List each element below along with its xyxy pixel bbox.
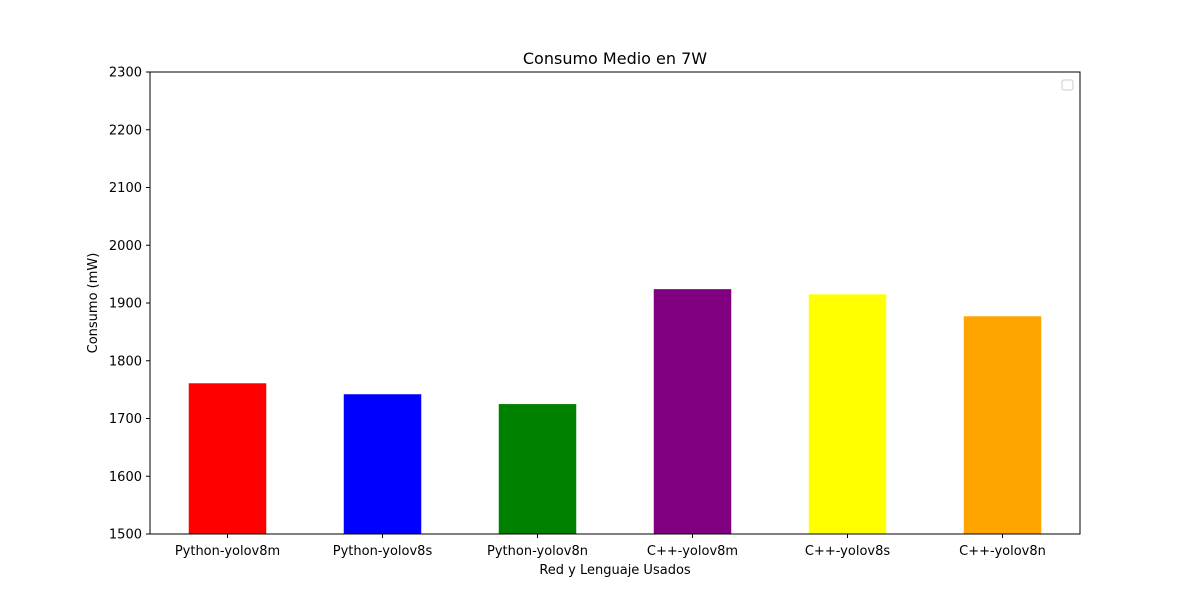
y-axis-ticks: 1500 1600 1700 1800 1900 2000 2100 2200 2300 <box>109 66 150 543</box>
x-axis-ticks: Python-yolov8m Python-yolov8s Python-yolov… <box>175 534 1046 559</box>
legend-box <box>1061 79 1074 91</box>
y-tick-label: 2200 <box>109 123 142 138</box>
y-tick-label: 2300 <box>109 66 142 81</box>
x-tick-label: C++-yolov8s <box>805 544 891 559</box>
x-tick-label: Python-yolov8n <box>487 544 588 559</box>
y-tick-label: 2100 <box>109 181 142 196</box>
y-tick-label: 1700 <box>109 412 142 427</box>
plot-area-frame <box>149 71 1081 535</box>
y-tick-label: 2000 <box>109 239 142 254</box>
chart-title: Consumo Medio en 7W <box>523 49 707 68</box>
x-tick-label: Python-yolov8s <box>333 544 433 559</box>
bar-c-yolov8m <box>653 289 732 534</box>
bar-c-yolov8n <box>963 316 1042 534</box>
bar-c-yolov8s <box>808 294 887 534</box>
bar-python-yolov8s <box>343 394 422 534</box>
x-tick-label: Python-yolov8m <box>175 544 280 559</box>
x-tick-label: C++-yolov8m <box>647 544 738 559</box>
y-tick-label: 1900 <box>109 297 142 312</box>
y-tick-label: 1500 <box>109 528 142 543</box>
bar-python-yolov8n <box>498 404 577 534</box>
x-axis-label: Red y Lenguaje Usados <box>539 563 691 578</box>
y-tick-label: 1600 <box>109 470 142 485</box>
x-tick-label: C++-yolov8n <box>959 544 1046 559</box>
bars-layer <box>188 289 1042 534</box>
y-tick-label: 1800 <box>109 354 142 369</box>
y-axis-label: Consumo (mW) <box>86 253 101 354</box>
bar-python-yolov8m <box>188 383 267 534</box>
